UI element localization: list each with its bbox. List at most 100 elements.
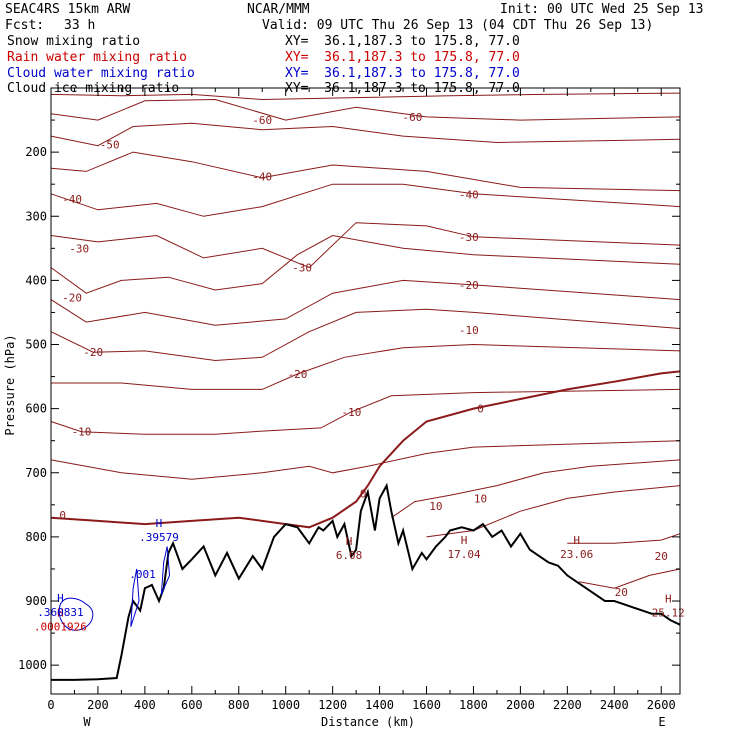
max-value-label: 23.06 [560, 548, 593, 561]
max-marker: H [156, 517, 163, 530]
isotherm-line [50, 440, 681, 480]
y-tick-label: 700 [25, 466, 47, 480]
field-cloud-water-xy: XY= 36.1,187.3 to 175.8, 77.0 [285, 66, 520, 81]
y-tick-label: 600 [25, 402, 47, 416]
isotherm-label: -30 [292, 262, 312, 275]
field-snow-name: Snow mixing ratio [7, 34, 141, 49]
isotherm-line [50, 98, 681, 121]
isotherm-line [50, 234, 681, 294]
y-tick-label: 200 [25, 145, 47, 159]
y-tick-label: 500 [25, 338, 47, 352]
isotherm-label: -60 [252, 114, 272, 127]
terrain-line [51, 482, 681, 681]
forecast-hours: 33 h [64, 18, 96, 33]
isotherm-line [50, 279, 681, 326]
x-tick-label: 2400 [600, 698, 629, 712]
isotherm-label: -20 [83, 346, 103, 359]
field-rain-xy: XY= 36.1,187.3 to 175.8, 77.0 [285, 50, 520, 65]
y-axis-title: Pressure (hPa) [3, 334, 17, 435]
warm-isotherm-line [426, 485, 681, 538]
zero-isotherm-line [50, 370, 681, 529]
isotherm-label: -40 [62, 193, 82, 206]
isotherm-label: -40 [252, 170, 272, 183]
isotherm-label: 0 [360, 487, 367, 500]
isotherm-line [50, 151, 681, 192]
forecast-label: Fcst: [5, 18, 45, 33]
y-tick-label: 800 [25, 530, 47, 544]
max-marker: H [346, 535, 353, 548]
max-value-label: 6.08 [336, 549, 363, 562]
max-marker: H [461, 534, 468, 547]
isotherm-label: 0 [59, 509, 66, 522]
valid-time: Valid: 09 UTC Thu 26 Sep 13 (04 CDT Thu … [262, 18, 654, 33]
max-marker: H [57, 592, 64, 605]
plot-frame [50, 87, 681, 695]
isotherm-label: 10 [474, 492, 487, 505]
x-tick-label: 1200 [318, 698, 347, 712]
isotherm-label: 0 [477, 403, 484, 416]
max-marker: H [665, 593, 672, 606]
x-tick-label: 0 [47, 698, 54, 712]
isotherm-label: -30 [459, 231, 479, 244]
warm-isotherm-line [567, 533, 681, 544]
isotherm-label: -30 [69, 242, 89, 255]
max-value-label: .0001926 [34, 621, 87, 634]
x-tick-label: 600 [181, 698, 203, 712]
isotherm-line [50, 122, 681, 147]
model-title: SEAC4RS 15km ARW [5, 2, 131, 17]
x-tick-label: 1600 [412, 698, 441, 712]
cloud-water-contour [58, 597, 94, 631]
init-time: Init: 00 UTC Wed 25 Sep 13 [500, 2, 704, 17]
isotherm-label: -10 [72, 426, 92, 439]
max-value-label: 17.04 [448, 548, 481, 561]
cloud-water-contour [130, 568, 140, 627]
warm-isotherm-line [391, 459, 681, 519]
x-tick-label: 1400 [365, 698, 394, 712]
cloud-water-contour [160, 546, 171, 595]
x-tick-label: 2200 [553, 698, 582, 712]
east-label: E [658, 715, 665, 729]
isotherm-label: 10 [429, 500, 442, 513]
x-tick-label: 200 [87, 698, 109, 712]
x-axis-title: Distance (km) [321, 715, 415, 729]
isotherm-line [50, 222, 681, 269]
y-tick-label: 300 [25, 209, 47, 223]
max-marker: H [57, 607, 64, 620]
warm-isotherm-line [579, 568, 681, 589]
x-tick-label: 2000 [506, 698, 535, 712]
max-marker: H [573, 534, 580, 547]
isotherm-line [50, 183, 681, 217]
x-tick-label: 1000 [271, 698, 300, 712]
isotherm-line [50, 388, 681, 435]
isotherm-label: -40 [459, 188, 479, 201]
field-snow-xy: XY= 36.1,187.3 to 175.8, 77.0 [285, 34, 520, 49]
center-title: NCAR/MMM [247, 2, 310, 17]
isotherm-label: -10 [459, 324, 479, 337]
isotherm-label: 20 [655, 550, 668, 563]
field-rain-name: Rain water mixing ratio [7, 50, 188, 65]
isotherm-line [51, 343, 681, 390]
y-tick-label: 400 [25, 273, 47, 287]
isotherm-label: -20 [287, 368, 307, 381]
isotherm-label: -60 [403, 111, 423, 124]
isotherm-label: -50 [100, 138, 120, 151]
isotherm-line [50, 92, 681, 101]
x-tick-label: 2600 [647, 698, 676, 712]
isotherm-label: -20 [62, 292, 82, 305]
west-label: W [83, 715, 91, 729]
isotherm-line [50, 308, 681, 362]
x-tick-label: 400 [134, 698, 156, 712]
y-tick-label: 1000 [18, 658, 47, 672]
x-tick-label: 1800 [459, 698, 488, 712]
isotherm-label: -10 [341, 406, 361, 419]
y-tick-label: 900 [25, 594, 47, 608]
max-value-label: .360831 [37, 606, 83, 619]
max-value-label: .39579 [139, 531, 179, 544]
max-value-label: .001 [129, 568, 156, 581]
isotherm-label: 20 [615, 586, 628, 599]
field-cloud-water-name: Cloud water mixing ratio [7, 66, 195, 81]
isotherm-label: -20 [459, 279, 479, 292]
x-tick-label: 800 [228, 698, 250, 712]
max-value-label: 25.12 [652, 607, 685, 620]
